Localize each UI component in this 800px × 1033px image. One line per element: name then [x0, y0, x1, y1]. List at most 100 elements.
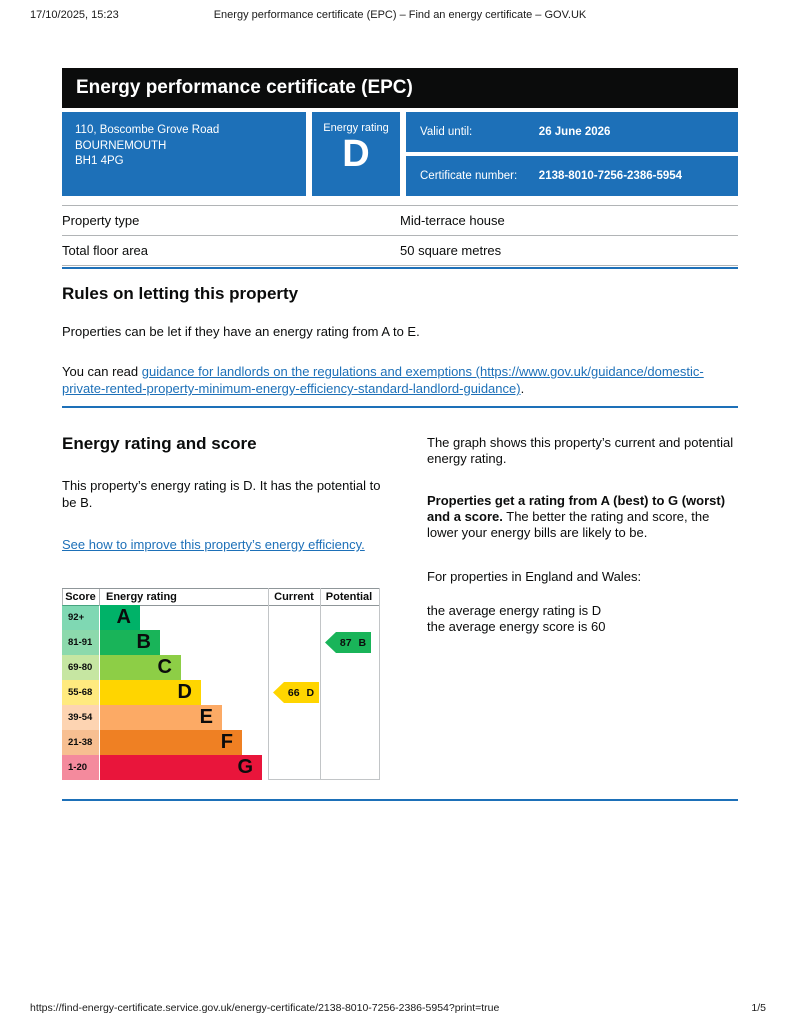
rating-band-letter: A	[116, 606, 131, 628]
epc-band-row: 81-91 B	[62, 630, 380, 655]
rating-band-letter: G	[237, 756, 253, 778]
address-line-3: BH1 4PG	[75, 155, 124, 168]
footer-url: https://find-energy-certificate.service.…	[30, 1002, 500, 1014]
table-row: Property type Mid-terrace house	[62, 205, 738, 236]
score-range-cell: 55-68	[62, 680, 99, 705]
score-range-cell: 69-80	[62, 655, 99, 680]
browser-print-header: 17/10/2025, 15:23 Energy performance cer…	[0, 9, 800, 21]
rating-band-bar: C	[100, 655, 181, 680]
epc-band-row: 92+ A	[62, 605, 380, 630]
current-rating-pointer: 66 D	[273, 682, 319, 703]
current-potential-columns	[268, 588, 380, 780]
banner-title: Energy performance certificate (EPC)	[76, 77, 413, 98]
rating-band-letter: E	[199, 706, 213, 728]
potential-score: 87	[339, 636, 352, 649]
epc-rating-chart: Score Energy rating Current Potential 92…	[62, 588, 380, 780]
rating-scale-bold: Properties get a rating from A (best) to…	[427, 493, 726, 524]
rating-explanation-column: The graph shows this property’s current …	[427, 435, 739, 635]
section-divider	[62, 267, 738, 269]
guidance-link-prefix: You can read	[62, 364, 142, 379]
certificate-number-label: Certificate number:	[420, 170, 518, 182]
valid-until-value: 26 June 2026	[538, 126, 611, 138]
score-range-cell: 1-20	[62, 755, 99, 780]
rating-band-bar: D	[100, 680, 201, 705]
rating-heading: Energy rating and score	[62, 434, 257, 453]
current-column-header: Current	[274, 591, 314, 603]
property-address: 110, Boscombe Grove Road BOURNEMOUTH BH1…	[62, 112, 306, 196]
rating-summary-paragraph: This property’s energy rating is D. It h…	[62, 478, 381, 510]
rating-band-letter: D	[177, 681, 192, 703]
potential-band: B	[358, 636, 367, 649]
score-range-label: 55-68	[68, 687, 93, 698]
floor-area-value: 50 square metres	[400, 235, 738, 266]
score-range-cell: 81-91	[62, 630, 99, 655]
certificate-banner: Energy performance certificate (EPC)	[62, 68, 738, 108]
property-type-label: Property type	[62, 205, 400, 236]
energy-rating-label: Energy rating	[323, 122, 389, 134]
certificate-number-value: 2138-8010-7256-2386-5954	[538, 170, 683, 182]
score-range-cell: 21-38	[62, 730, 99, 755]
rating-band-letter: F	[220, 731, 233, 753]
energy-rating-value: D	[342, 133, 370, 175]
header-border-left	[62, 589, 63, 606]
epc-band-row: 39-54 E	[62, 705, 380, 730]
section-divider	[62, 799, 738, 801]
property-type-value: Mid-terrace house	[400, 205, 738, 236]
epc-band-row: 21-38 F	[62, 730, 380, 755]
score-column-header: Score	[65, 591, 96, 603]
current-score: 66	[287, 686, 300, 699]
letting-paragraph: Properties can be let if they have an en…	[62, 324, 420, 339]
address-line-2: BOURNEMOUTH	[75, 139, 167, 152]
letting-section: Rules on letting this property Propertie…	[62, 284, 738, 397]
rating-band-letter: B	[136, 631, 151, 653]
guidance-link-suffix: .	[520, 381, 525, 396]
print-datetime: 17/10/2025, 15:23	[30, 9, 119, 21]
score-range-label: 39-54	[68, 712, 93, 723]
score-range-label: 1-20	[68, 762, 88, 773]
letting-guidance-paragraph: You can read guidance for landlords on t…	[62, 363, 738, 397]
certificate-summary: 110, Boscombe Grove Road BOURNEMOUTH BH1…	[62, 112, 738, 196]
potential-column-header: Potential	[325, 591, 373, 603]
epc-band-row: 55-68 D	[62, 680, 380, 705]
column-divider	[320, 588, 321, 779]
table-row: Total floor area 50 square metres	[62, 235, 738, 266]
score-range-cell: 92+	[62, 605, 99, 630]
property-details-table: Property type Mid-terrace house Total fl…	[62, 205, 738, 266]
epc-chart-rows: 92+ A 81-91 B 69-80 C 55-68 D 39-54 E 21-38 F 1-20 G	[62, 605, 380, 780]
rating-band-letter: C	[157, 656, 172, 678]
valid-until-box: Valid until: 26 June 2026	[406, 112, 738, 152]
improve-efficiency-link[interactable]: See how to improve this property’s energ…	[62, 537, 365, 552]
rating-band-bar: G	[100, 755, 262, 780]
rating-scale-paragraph: Properties get a rating from A (best) to…	[427, 493, 739, 541]
epc-chart-header: Score Energy rating Current Potential	[62, 588, 380, 606]
score-range-label: 69-80	[68, 662, 93, 673]
valid-until-label: Valid until:	[420, 126, 473, 138]
average-score-line: the average energy score is 60	[427, 619, 606, 634]
rating-band-bar: E	[100, 705, 222, 730]
energy-rating-column-header: Energy rating	[106, 591, 177, 603]
page-indicator: 1/5	[751, 1002, 766, 1014]
score-range-cell: 39-54	[62, 705, 99, 730]
letting-heading: Rules on letting this property	[62, 284, 299, 303]
certificate-number-box: Certificate number: 2138-8010-7256-2386-…	[406, 156, 738, 196]
section-divider	[62, 406, 738, 408]
average-values-paragraph: the average energy rating is D the avera…	[427, 603, 739, 635]
current-band: D	[306, 686, 315, 699]
energy-rating-box: Energy rating D	[312, 112, 400, 196]
average-rating-line: the average energy rating is D	[427, 603, 602, 618]
rating-band-bar: F	[100, 730, 242, 755]
rating-band-bar: B	[100, 630, 160, 655]
score-range-label: 92+	[68, 612, 85, 623]
rating-scale-rest: The better the rating and score, the low…	[427, 509, 710, 540]
potential-rating-pointer: 87 B	[325, 632, 371, 653]
score-range-label: 81-91	[68, 637, 93, 648]
rating-band-bar: A	[100, 605, 140, 630]
validity-column: Valid until: 26 June 2026 Certificate nu…	[406, 112, 738, 196]
header-border-mid	[99, 589, 100, 606]
guidance-for-landlords-link[interactable]: guidance for landlords on the regulation…	[62, 364, 704, 396]
floor-area-label: Total floor area	[62, 235, 400, 266]
epc-band-row: 1-20 G	[62, 755, 380, 780]
england-wales-paragraph: For properties in England and Wales:	[427, 569, 642, 584]
print-doc-title: Energy performance certificate (EPC) – F…	[213, 9, 587, 21]
epc-band-row: 69-80 C	[62, 655, 380, 680]
